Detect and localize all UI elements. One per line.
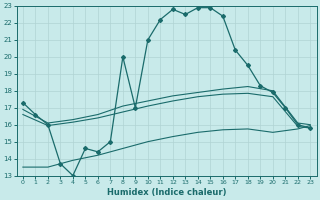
X-axis label: Humidex (Indice chaleur): Humidex (Indice chaleur) bbox=[107, 188, 226, 197]
